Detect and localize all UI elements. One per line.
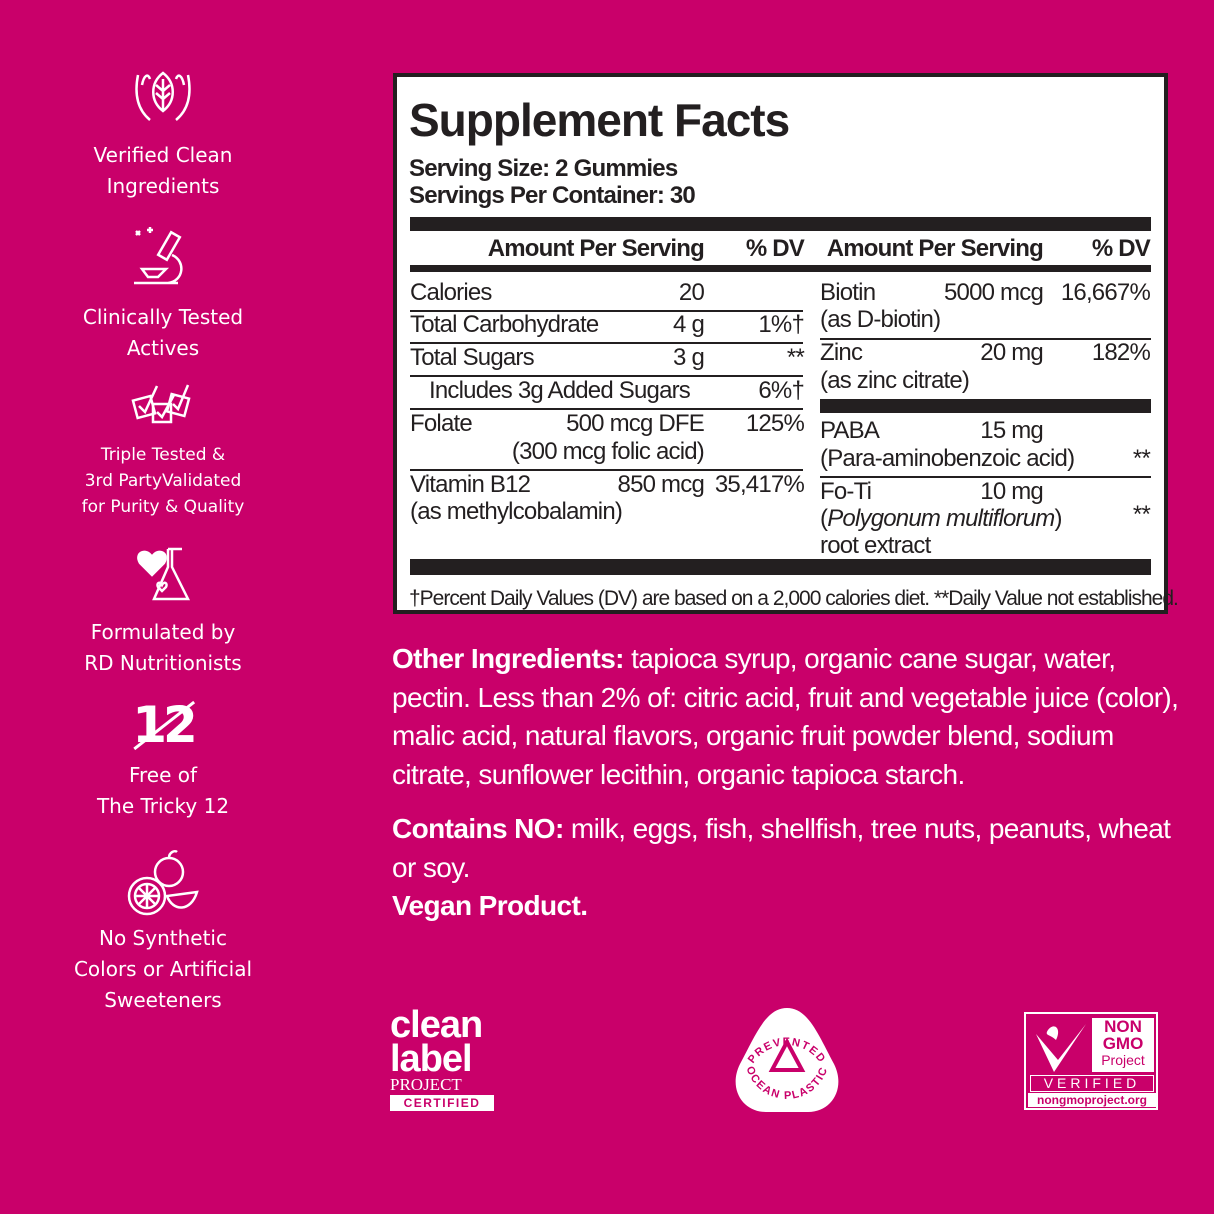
- nutrient-amount: 20: [678, 279, 705, 306]
- nutrient-dv: **: [1132, 501, 1151, 528]
- feature-label: No Synthetic: [99, 926, 227, 950]
- nutrient-name: Total Sugars: [410, 344, 535, 371]
- nutrient-amount: 850 mcg: [617, 471, 705, 498]
- badge-text: PROJECT: [390, 1075, 462, 1094]
- checkmarks-icon: [131, 384, 191, 424]
- nutrient-dv: 16,667%: [1060, 279, 1151, 306]
- header-amount: Amount Per Serving: [826, 235, 1044, 262]
- divider: [410, 342, 803, 344]
- supplement-facts-panel: Supplement Facts Serving Size: 2 Gummies…: [393, 73, 1179, 614]
- nutrient-sub: (as D-biotin): [820, 306, 941, 333]
- nutrient-name: Includes 3g Added Sugars: [429, 377, 691, 404]
- feature-label: Ingredients: [106, 174, 220, 198]
- non-gmo-badge: NON GMO Project VERIFIED nongmoproject.o…: [1024, 1012, 1158, 1110]
- feature-label: Clinically Tested: [82, 305, 244, 329]
- clean-label-badge: clean label PROJECT CERTIFIED: [390, 1004, 505, 1111]
- nutrient-dv: 1%†: [758, 311, 804, 338]
- feature-label: Free of: [128, 763, 198, 787]
- crossed-12-icon: 12: [132, 696, 198, 754]
- nutrient-name: Calories: [410, 279, 492, 306]
- fruit-icon: [127, 850, 199, 916]
- divider-thick: [410, 217, 1151, 231]
- divider: [410, 469, 803, 471]
- badge-text: nongmoproject.org: [1028, 1093, 1156, 1107]
- divider-medium: [410, 265, 1151, 272]
- nutrient-amount: 3 g: [673, 344, 705, 371]
- nutrient-sub: root extract: [820, 532, 931, 559]
- divider-thick: [410, 559, 1151, 575]
- nutrient-name: Zinc: [820, 339, 863, 366]
- prevented-ocean-plastic-badge: PREVENTED OCEAN PLASTIC: [728, 1004, 846, 1121]
- divider: [410, 310, 803, 312]
- divider-thick: [820, 399, 1151, 413]
- nutrient-dv: 6%†: [758, 377, 804, 404]
- feature-label: Actives: [126, 336, 200, 360]
- header-dv: % DV: [1091, 235, 1151, 262]
- nutrient-sub: (as zinc citrate): [820, 367, 970, 394]
- feature-label: Formulated by: [90, 620, 236, 644]
- badge-text: label: [390, 1038, 473, 1080]
- serving-size: Serving Size: 2 Gummies: [409, 155, 678, 182]
- nutrient-name: Vitamin B12: [410, 471, 531, 498]
- divider: [820, 476, 1151, 478]
- nutrient-name: Fo-Ti: [820, 478, 872, 505]
- divider: [410, 375, 803, 377]
- nutrient-amount: 15 mg: [980, 417, 1044, 444]
- feature-label: Verified Clean: [93, 143, 233, 167]
- badge-text: Project: [1101, 1052, 1145, 1068]
- feature-label: Colors or Artificial: [73, 957, 253, 981]
- nutrient-amount: 4 g: [673, 311, 705, 338]
- nutrient-name: Total Carbohydrate: [410, 311, 599, 338]
- badge-text: CERTIFIED: [390, 1095, 494, 1111]
- nutrient-name: Folate: [410, 410, 473, 437]
- other-ingredients-text: tapioca syrup, organic cane sugar, water…: [392, 643, 1179, 790]
- header-dv: % DV: [745, 235, 805, 262]
- feature-label: 3rd PartyValidated: [84, 471, 242, 491]
- allergen-statement: Contains NO: milk, eggs, fish, shellfish…: [392, 810, 1182, 887]
- feature-label: RD Nutritionists: [84, 651, 242, 675]
- nutrient-amount: 500 mcg DFE: [566, 410, 705, 437]
- facts-title: Supplement Facts: [409, 94, 790, 146]
- latin-name: Polygonum multiflorum: [827, 505, 1055, 532]
- other-ingredients-label: Other Ingredients:: [392, 643, 624, 674]
- header-amount: Amount Per Serving: [487, 235, 705, 262]
- badge-text: NON: [1104, 1017, 1142, 1036]
- paren: (: [820, 505, 828, 532]
- vegan-statement: Vegan Product.: [392, 890, 588, 921]
- contains-text: milk, eggs, fish, shellfish, tree nuts, …: [392, 813, 1171, 883]
- contains-label: Contains NO:: [392, 813, 564, 844]
- nutrient-amount: 10 mg: [980, 478, 1044, 505]
- nutrient-name: PABA: [820, 417, 880, 444]
- footnote: †Percent Daily Values (DV) are based on …: [409, 587, 1179, 610]
- badge-text: clean: [390, 1004, 483, 1046]
- nutrient-sub: (as methylcobalamin): [410, 498, 623, 525]
- butterfly-check-icon: [1036, 1024, 1086, 1072]
- nutrient-dv: 182%: [1091, 339, 1151, 366]
- recycle-icon: PREVENTED OCEAN PLASTIC: [735, 1008, 839, 1112]
- feature-label: for Purity & Quality: [81, 497, 245, 517]
- nutrient-dv: **: [786, 344, 805, 371]
- nutrient-sub: (Para-aminobenzoic acid): [820, 445, 1075, 472]
- nutrient-dv: **: [1132, 445, 1151, 472]
- nutrient-dv: 125%: [745, 410, 805, 437]
- nutrient-sub: (Polygonum multiflorum): [820, 505, 1063, 533]
- heart-flask-icon: [137, 547, 191, 601]
- badge-text: VERIFIED: [1030, 1075, 1154, 1092]
- feature-label: Sweeteners: [104, 988, 222, 1012]
- nutrient-name: Biotin: [820, 279, 876, 306]
- other-ingredients: Other Ingredients: tapioca syrup, organi…: [392, 640, 1192, 794]
- servings-per-container: Servings Per Container: 30: [409, 182, 696, 209]
- feature-label: The Tricky 12: [96, 794, 230, 818]
- nutrient-dv: 35,417%: [714, 471, 805, 498]
- nutrient-sub: (300 mcg folic acid): [511, 438, 705, 465]
- paren: ): [1054, 505, 1063, 532]
- divider: [410, 408, 803, 410]
- nutrient-amount: 5000 mcg: [944, 279, 1044, 306]
- feature-label: Triple Tested &: [100, 445, 226, 465]
- nutrient-amount: 20 mg: [980, 339, 1044, 366]
- hands-leaf-icon: [135, 71, 191, 121]
- badge-text: GMO: [1102, 1034, 1144, 1053]
- microscope-icon: [134, 227, 183, 285]
- divider: [820, 338, 1151, 340]
